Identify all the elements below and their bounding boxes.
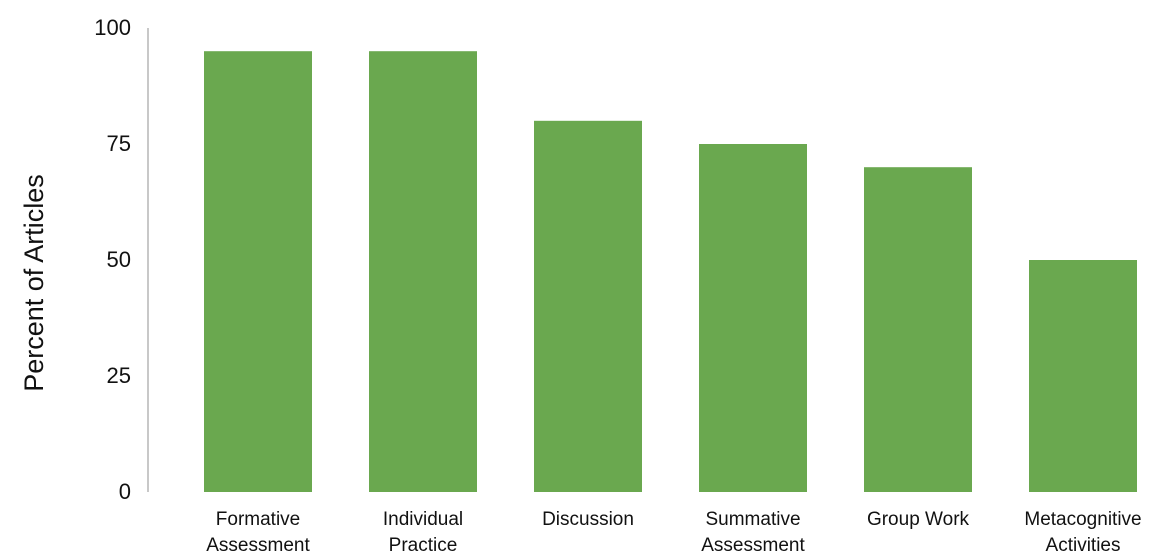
- x-category-label: Summative Assessment: [701, 509, 805, 554]
- x-category-label-line: Summative: [705, 509, 800, 530]
- bar: [864, 167, 972, 492]
- bar: [699, 144, 807, 492]
- y-axis-title: Percent of Articles: [19, 174, 49, 392]
- y-axis-ticks: 0 25 50 75 100: [94, 15, 131, 504]
- x-category-label-line: Discussion: [542, 509, 634, 530]
- x-category-label-line: Metacognitive: [1024, 509, 1141, 530]
- x-category-label: Individual Practice: [383, 509, 463, 554]
- bar: [534, 120, 642, 493]
- bar: [369, 51, 477, 492]
- x-category-label-line: Practice: [389, 535, 458, 554]
- bar: [204, 51, 312, 492]
- y-tick-label: 25: [107, 363, 131, 388]
- y-tick-label: 75: [107, 131, 131, 156]
- x-category-label-line: Assessment: [701, 535, 805, 554]
- x-category-label-line: Activities: [1046, 535, 1121, 554]
- x-category-label-line: Individual: [383, 509, 463, 530]
- x-category-label: Group Work: [867, 509, 970, 530]
- x-category-label-line: Formative: [216, 509, 300, 530]
- y-tick-label: 100: [94, 15, 131, 40]
- bars: [204, 51, 1137, 493]
- x-category-label: Formative Assessment: [206, 509, 310, 554]
- y-tick-label: 50: [107, 247, 131, 272]
- x-axis-labels: Formative Assessment Individual Practice Dis…: [206, 509, 1141, 554]
- x-category-label-line: Assessment: [206, 535, 310, 554]
- x-category-label-line: Group Work: [867, 509, 970, 530]
- x-category-label: Discussion: [542, 509, 634, 530]
- y-tick-label: 0: [119, 479, 131, 504]
- x-category-label: Metacognitive Activities: [1024, 509, 1141, 554]
- bar: [1029, 260, 1137, 492]
